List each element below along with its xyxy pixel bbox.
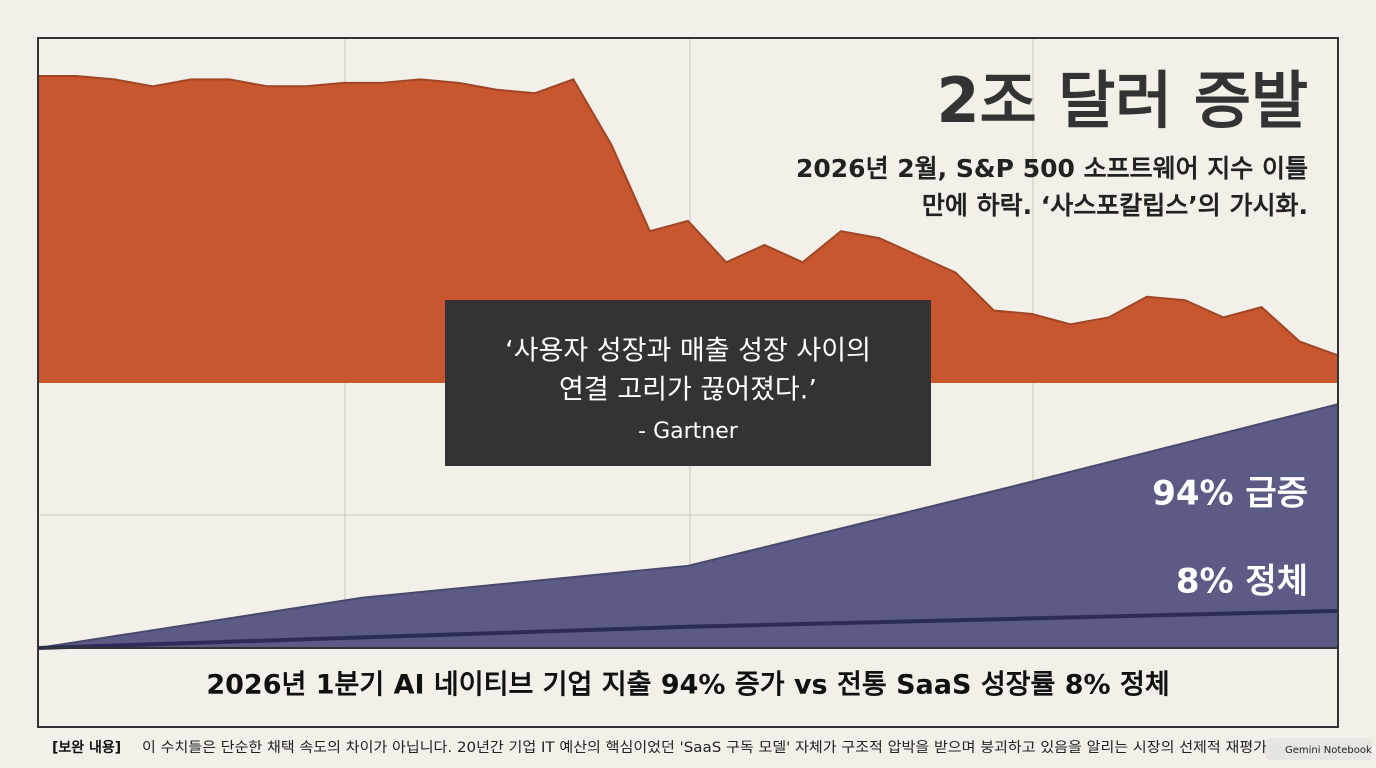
- subtitle: 2026년 2월, S&P 500 소프트웨어 지수 이틀: [796, 154, 1308, 183]
- caption: 2026년 1분기 AI 네이티브 기업 지출 94% 증가 vs 전통 Saa…: [206, 670, 1169, 701]
- quote-source: - Gartner: [638, 419, 739, 444]
- footer-label: [보완 내용]: [52, 740, 121, 756]
- badge-bg: [1266, 738, 1372, 760]
- area-edge: [37, 403, 1339, 649]
- subtitle: 만에 하락. ‘사스포칼립스’의 가시화.: [922, 191, 1308, 220]
- annotation: 94% 급증: [1152, 474, 1308, 514]
- line: [37, 608, 1339, 650]
- area: [38, 75, 1338, 383]
- area: [38, 404, 1338, 648]
- frame: [37, 37, 1339, 728]
- badge: Gemini Notebook: [1285, 745, 1372, 756]
- footer-text: 이 수치들은 단순한 채택 속도의 차이가 아닙니다. 20년간 기업 IT 예…: [142, 740, 1267, 756]
- area-edge: [38, 74, 1339, 357]
- plots: [37, 74, 1339, 650]
- chart-title: 2조 달러 증발: [936, 64, 1308, 137]
- overlay: 2조 달러 증발 2026년 2월, S&P 500 소프트웨어 지수 이틀 만…: [37, 37, 1372, 760]
- annotation: 8% 정체: [1176, 562, 1308, 602]
- quote-line: ‘사용자 성장과 매출 성장 사이의: [505, 336, 871, 367]
- quote-box: [445, 300, 931, 466]
- quote-line: 연결 고리가 끊어졌다.’: [559, 375, 817, 406]
